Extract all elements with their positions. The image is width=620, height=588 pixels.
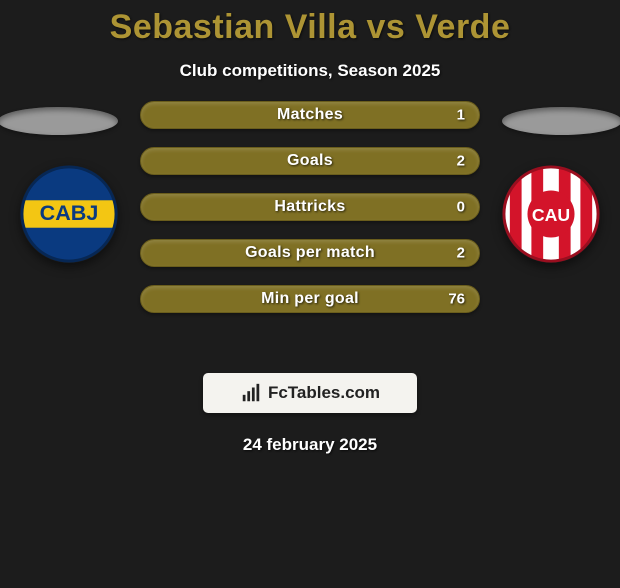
stat-bar: Goals 2 (140, 147, 480, 175)
svg-text:CABJ: CABJ (40, 200, 99, 225)
bar-chart-icon (240, 382, 262, 404)
source-badge[interactable]: FcTables.com (203, 373, 417, 413)
shield-icon: CAU (502, 165, 600, 263)
stat-label: Matches (141, 106, 479, 124)
stat-value: 2 (457, 245, 465, 262)
crest-left: CABJ (20, 165, 118, 263)
page-title: Sebastian Villa vs Verde (0, 8, 620, 47)
stat-value: 76 (448, 291, 465, 308)
stat-value: 0 (457, 199, 465, 216)
comparison-stage: CABJ CAU Matches 1 (0, 113, 620, 343)
stat-bars: Matches 1 Goals 2 Hattricks 0 Goals per … (140, 101, 480, 313)
stat-bar: Min per goal 76 (140, 285, 480, 313)
stat-bar: Matches 1 (140, 101, 480, 129)
stat-label: Goals (141, 152, 479, 170)
stat-label: Goals per match (141, 244, 479, 262)
shield-icon: CABJ (20, 165, 118, 263)
plate-right (502, 107, 620, 135)
subtitle: Club competitions, Season 2025 (0, 61, 620, 81)
crest-right: CAU (502, 165, 600, 263)
date: 24 february 2025 (0, 435, 620, 455)
stat-value: 1 (457, 107, 465, 124)
plate-left (0, 107, 118, 135)
svg-text:CAU: CAU (532, 205, 570, 225)
stat-value: 2 (457, 153, 465, 170)
stat-bar: Goals per match 2 (140, 239, 480, 267)
stat-label: Hattricks (141, 198, 479, 216)
source-badge-label: FcTables.com (268, 383, 380, 403)
stat-label: Min per goal (141, 290, 479, 308)
stat-bar: Hattricks 0 (140, 193, 480, 221)
